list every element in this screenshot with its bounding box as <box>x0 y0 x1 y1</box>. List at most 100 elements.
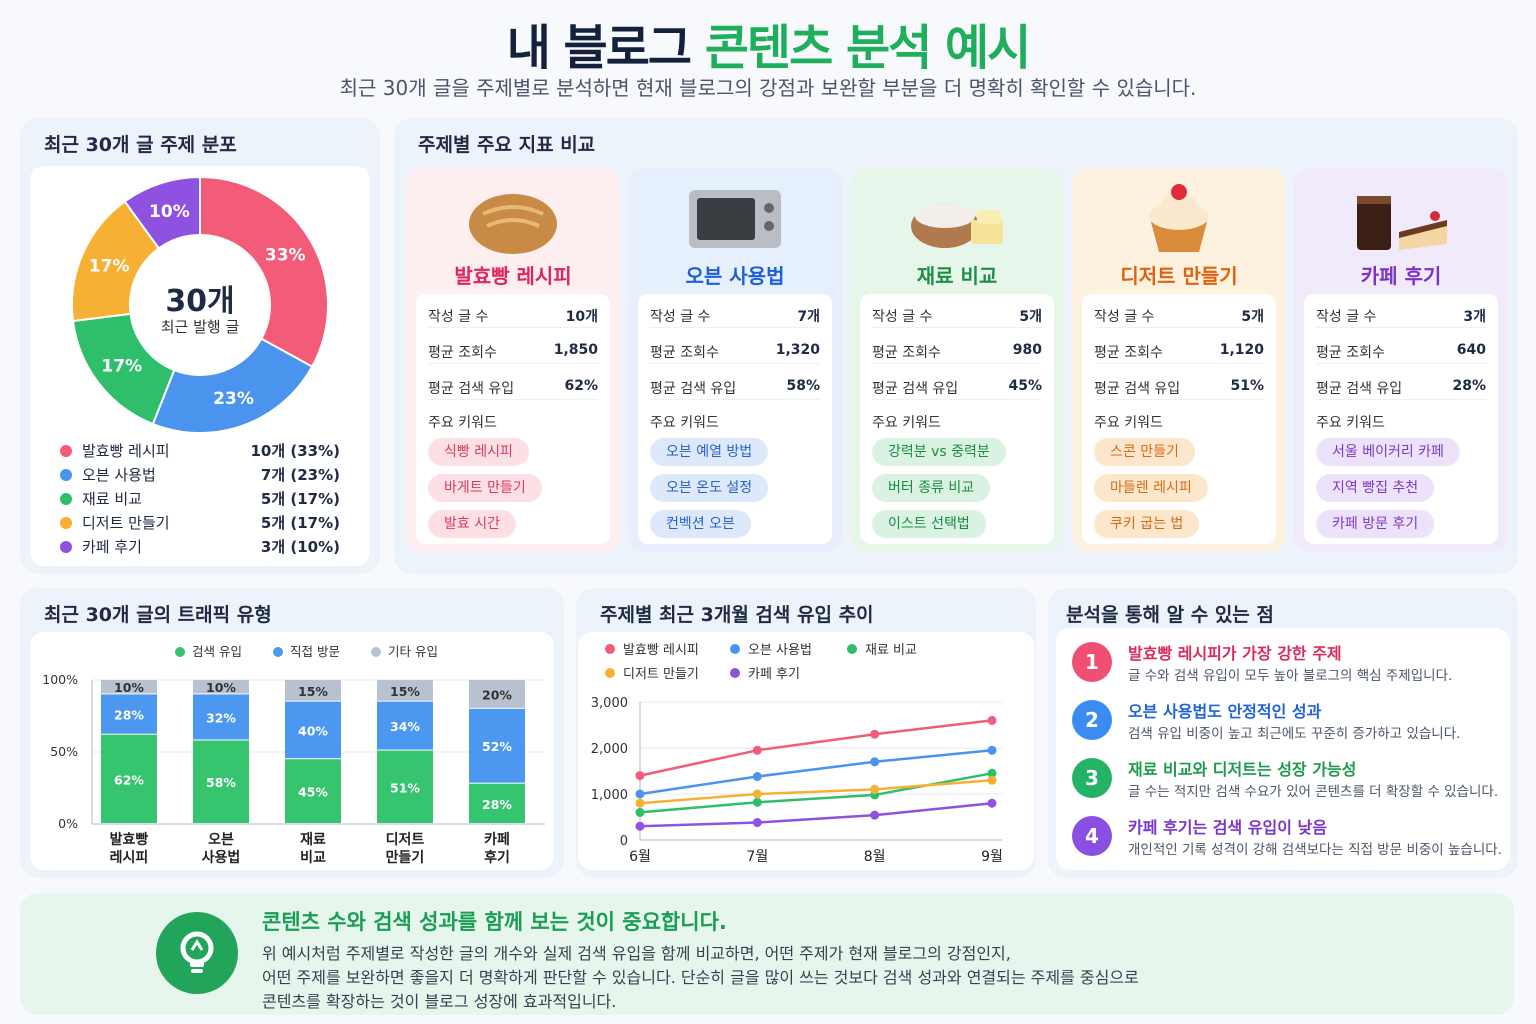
x-tick-label: 디저트 <box>386 832 425 848</box>
metric-label: 평균 검색 유입 <box>428 381 515 397</box>
metric-posts: 작성 글 수 7개 <box>650 304 820 328</box>
bar-value-label: 34% <box>390 719 420 734</box>
insight-number: 4 <box>1072 816 1112 856</box>
metric-label: 평균 조회수 <box>428 345 497 361</box>
legend-label: 발효빵 레시피 <box>623 643 699 658</box>
metric-label: 작성 글 수 <box>428 309 489 325</box>
metric-label: 작성 글 수 <box>650 309 711 325</box>
legend-label: 검색 유입 <box>192 644 242 659</box>
series-point <box>752 818 762 828</box>
legend-dot <box>605 644 615 654</box>
donut-slice-label: 23% <box>213 389 254 409</box>
banner-line: 콘텐츠를 확장하는 것이 블로그 성장에 효과적입니다. <box>262 992 617 1011</box>
trend-card <box>578 632 1034 870</box>
x-tick-label: 6월 <box>629 849 651 865</box>
bar-segment <box>193 694 249 740</box>
legend-label: 디저트 만들기 <box>82 514 170 532</box>
metric-value: 640 <box>1456 342 1486 358</box>
bar-value-label: 62% <box>114 772 144 787</box>
bar-value-label: 32% <box>206 710 236 725</box>
bar-segment <box>469 680 525 708</box>
keyword-chip: 버터 종류 비교 <box>872 474 991 502</box>
metric-value: 58% <box>786 378 820 394</box>
keyword-chip: 카페 방문 후기 <box>1316 510 1435 538</box>
insight-heading: 발효빵 레시피가 가장 강한 주제 <box>1128 644 1342 663</box>
keyword-chip: 강력분 vs 중력분 <box>872 438 1006 466</box>
insight-description: 개인적인 기록 성격이 강해 검색보다는 직접 방문 비중이 높습니다. <box>1128 842 1502 858</box>
lightbulb-icon <box>156 912 238 994</box>
legend-label: 카페 후기 <box>82 538 142 556</box>
topic-name: 디저트 만들기 <box>1120 264 1238 288</box>
topic-metrics: 작성 글 수 10개 평균 조회수 1,850 평균 검색 유입 62% 주요 키워드 식빵 … <box>416 294 610 544</box>
topic-name: 발효빵 레시피 <box>454 264 572 288</box>
insight-description: 글 수와 검색 유입이 모두 높아 블로그의 핵심 주제입니다. <box>1128 668 1453 684</box>
topic-card-2: 오븐 사용법 작성 글 수 7개 평균 조회수 1,320 평균 검색 유입 58% 주요 키… <box>628 168 842 552</box>
bar-value-label: 58% <box>206 775 236 790</box>
metric-search: 평균 검색 유입 28% <box>1316 376 1486 400</box>
distribution-title: 최근 30개 글 주제 분포 <box>44 134 237 156</box>
bar-segment <box>469 708 525 783</box>
legend-item: 카페 후기 3개 (10%) <box>60 536 350 558</box>
donut-slice-label: 33% <box>265 246 306 266</box>
keywords-label: 주요 키워드 <box>428 415 497 431</box>
legend-dot <box>60 445 72 457</box>
series-point <box>987 745 997 755</box>
insight-heading: 카페 후기는 검색 유입이 낮음 <box>1128 818 1327 837</box>
x-tick-label: 비교 <box>300 850 326 866</box>
y-tick-label: 2,000 <box>591 742 628 757</box>
keyword-chip: 바게트 만들기 <box>428 474 542 502</box>
topic-metrics: 작성 글 수 5개 평균 조회수 1,120 평균 검색 유입 51% 주요 키워드 스콘 만… <box>1082 294 1276 544</box>
legend-value: 5개 (17%) <box>260 490 340 508</box>
bar-value-label: 15% <box>298 684 328 699</box>
series-point <box>635 821 645 831</box>
banner-line: 위 예시처럼 주제별로 작성한 글의 개수와 실제 검색 유입을 함께 비교하면… <box>262 944 1011 963</box>
insight-number: 1 <box>1072 642 1112 682</box>
metric-label: 평균 검색 유입 <box>1316 381 1403 397</box>
bar-segment <box>377 701 433 750</box>
insight-item-2: 2 오븐 사용법도 안정적인 성과 검색 유입 비중이 높고 최근에도 꾸준히 증가… <box>1072 700 1512 752</box>
metric-value: 7개 <box>797 309 820 325</box>
topic-metrics: 작성 글 수 3개 평균 조회수 640 평균 검색 유입 28% 주요 키워드 서울 베이커… <box>1304 294 1498 544</box>
keyword-chip: 스콘 만들기 <box>1094 438 1195 466</box>
insight-heading: 오븐 사용법도 안정적인 성과 <box>1128 702 1322 721</box>
x-tick-label: 만들기 <box>386 850 425 866</box>
series-point <box>635 771 645 781</box>
bar-segment <box>101 680 157 694</box>
keywords-label: 주요 키워드 <box>650 415 719 431</box>
bar-segment <box>285 701 341 759</box>
bar-segment <box>193 680 249 694</box>
keyword-chip: 오븐 예열 방법 <box>650 438 769 466</box>
series-line <box>639 719 993 777</box>
keyword-chip: 마들렌 레시피 <box>1094 474 1208 502</box>
y-tick-label: 0% <box>58 816 78 831</box>
legend-dot <box>60 541 72 553</box>
metric-label: 평균 검색 유입 <box>650 381 737 397</box>
x-tick-label: 후기 <box>484 850 510 866</box>
title-part2: 콘텐츠 분석 예시 <box>704 20 1032 76</box>
topic-card-3: 재료 비교 작성 글 수 5개 평균 조회수 980 평균 검색 유입 45% 주요 키워드 강… <box>850 168 1064 552</box>
bar-segment <box>101 734 157 823</box>
series-point <box>870 729 880 739</box>
metric-views: 평균 조회수 1,320 <box>650 340 820 364</box>
metric-posts: 작성 글 수 5개 <box>872 304 1042 328</box>
y-tick-label: 3,000 <box>591 696 628 711</box>
legend-value: 10개 (33%) <box>250 442 340 460</box>
bar-segment <box>101 694 157 734</box>
legend-dot <box>175 647 185 657</box>
page-subtitle: 최근 30개 글을 주제별로 분석하면 현재 블로그의 강점과 보완할 부분을 … <box>339 76 1197 100</box>
x-tick-label: 카페 <box>484 832 510 848</box>
donut-slice <box>151 337 314 434</box>
x-tick-label: 오븐 <box>208 832 234 848</box>
x-tick-label: 발효빵 <box>110 831 149 848</box>
series-point <box>870 810 880 820</box>
series-line <box>639 801 993 828</box>
metric-label: 평균 검색 유입 <box>1094 381 1181 397</box>
keywords-label: 주요 키워드 <box>1316 415 1385 431</box>
series-point <box>870 757 880 767</box>
legend-label: 직접 방문 <box>290 644 340 659</box>
topic-name: 재료 비교 <box>916 264 998 288</box>
metric-value: 45% <box>1008 378 1042 394</box>
metric-label: 작성 글 수 <box>872 309 933 325</box>
series-point <box>987 798 997 808</box>
keyword-chip: 이스트 선택법 <box>872 510 986 538</box>
